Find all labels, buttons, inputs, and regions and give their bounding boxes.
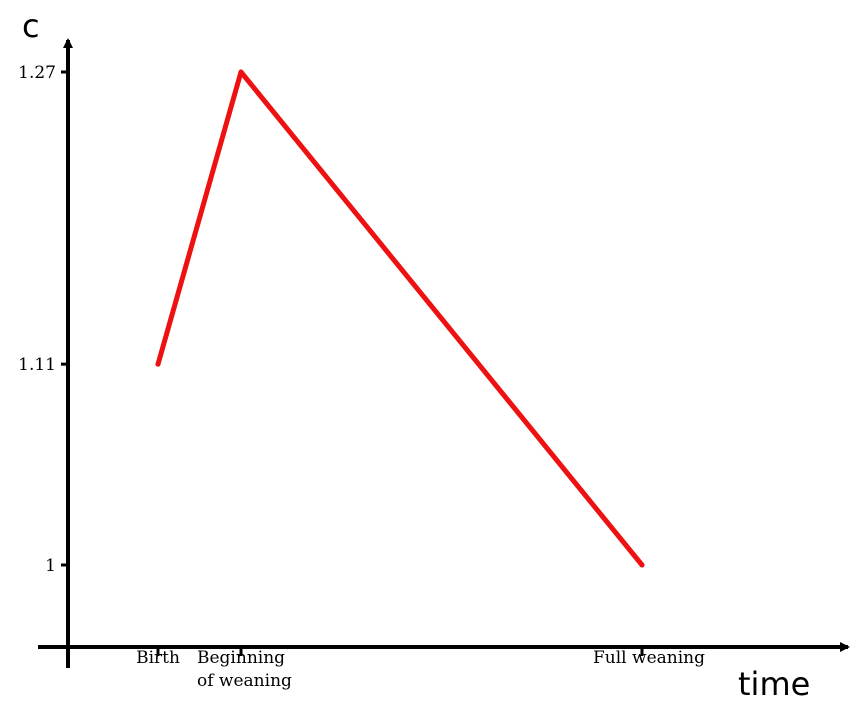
y-ticks: 1.27 1.11 1 xyxy=(18,63,68,576)
x-ticks: Birth Beginning of weaning Full weaning xyxy=(136,647,705,691)
series-line xyxy=(155,69,645,568)
series xyxy=(155,69,645,568)
x-tick-label: Birth xyxy=(136,648,180,668)
data-point xyxy=(238,69,244,75)
data-point xyxy=(155,361,161,367)
x-tick-label: Beginning of weaning xyxy=(197,648,292,691)
x-tick-label-line: Beginning xyxy=(197,648,285,668)
x-tick-label-line: Birth xyxy=(136,648,180,668)
x-tick-label: Full weaning xyxy=(593,648,705,668)
y-tick-label: 1 xyxy=(45,556,56,576)
y-axis-title: c xyxy=(22,7,40,45)
x-tick-label-line: Full weaning xyxy=(593,648,705,668)
x-tick-label-line: of weaning xyxy=(197,671,292,691)
y-tick-label: 1.27 xyxy=(18,63,56,83)
x-axis-title: time xyxy=(738,665,810,703)
y-tick-label: 1.11 xyxy=(18,355,56,375)
data-point xyxy=(639,562,645,568)
